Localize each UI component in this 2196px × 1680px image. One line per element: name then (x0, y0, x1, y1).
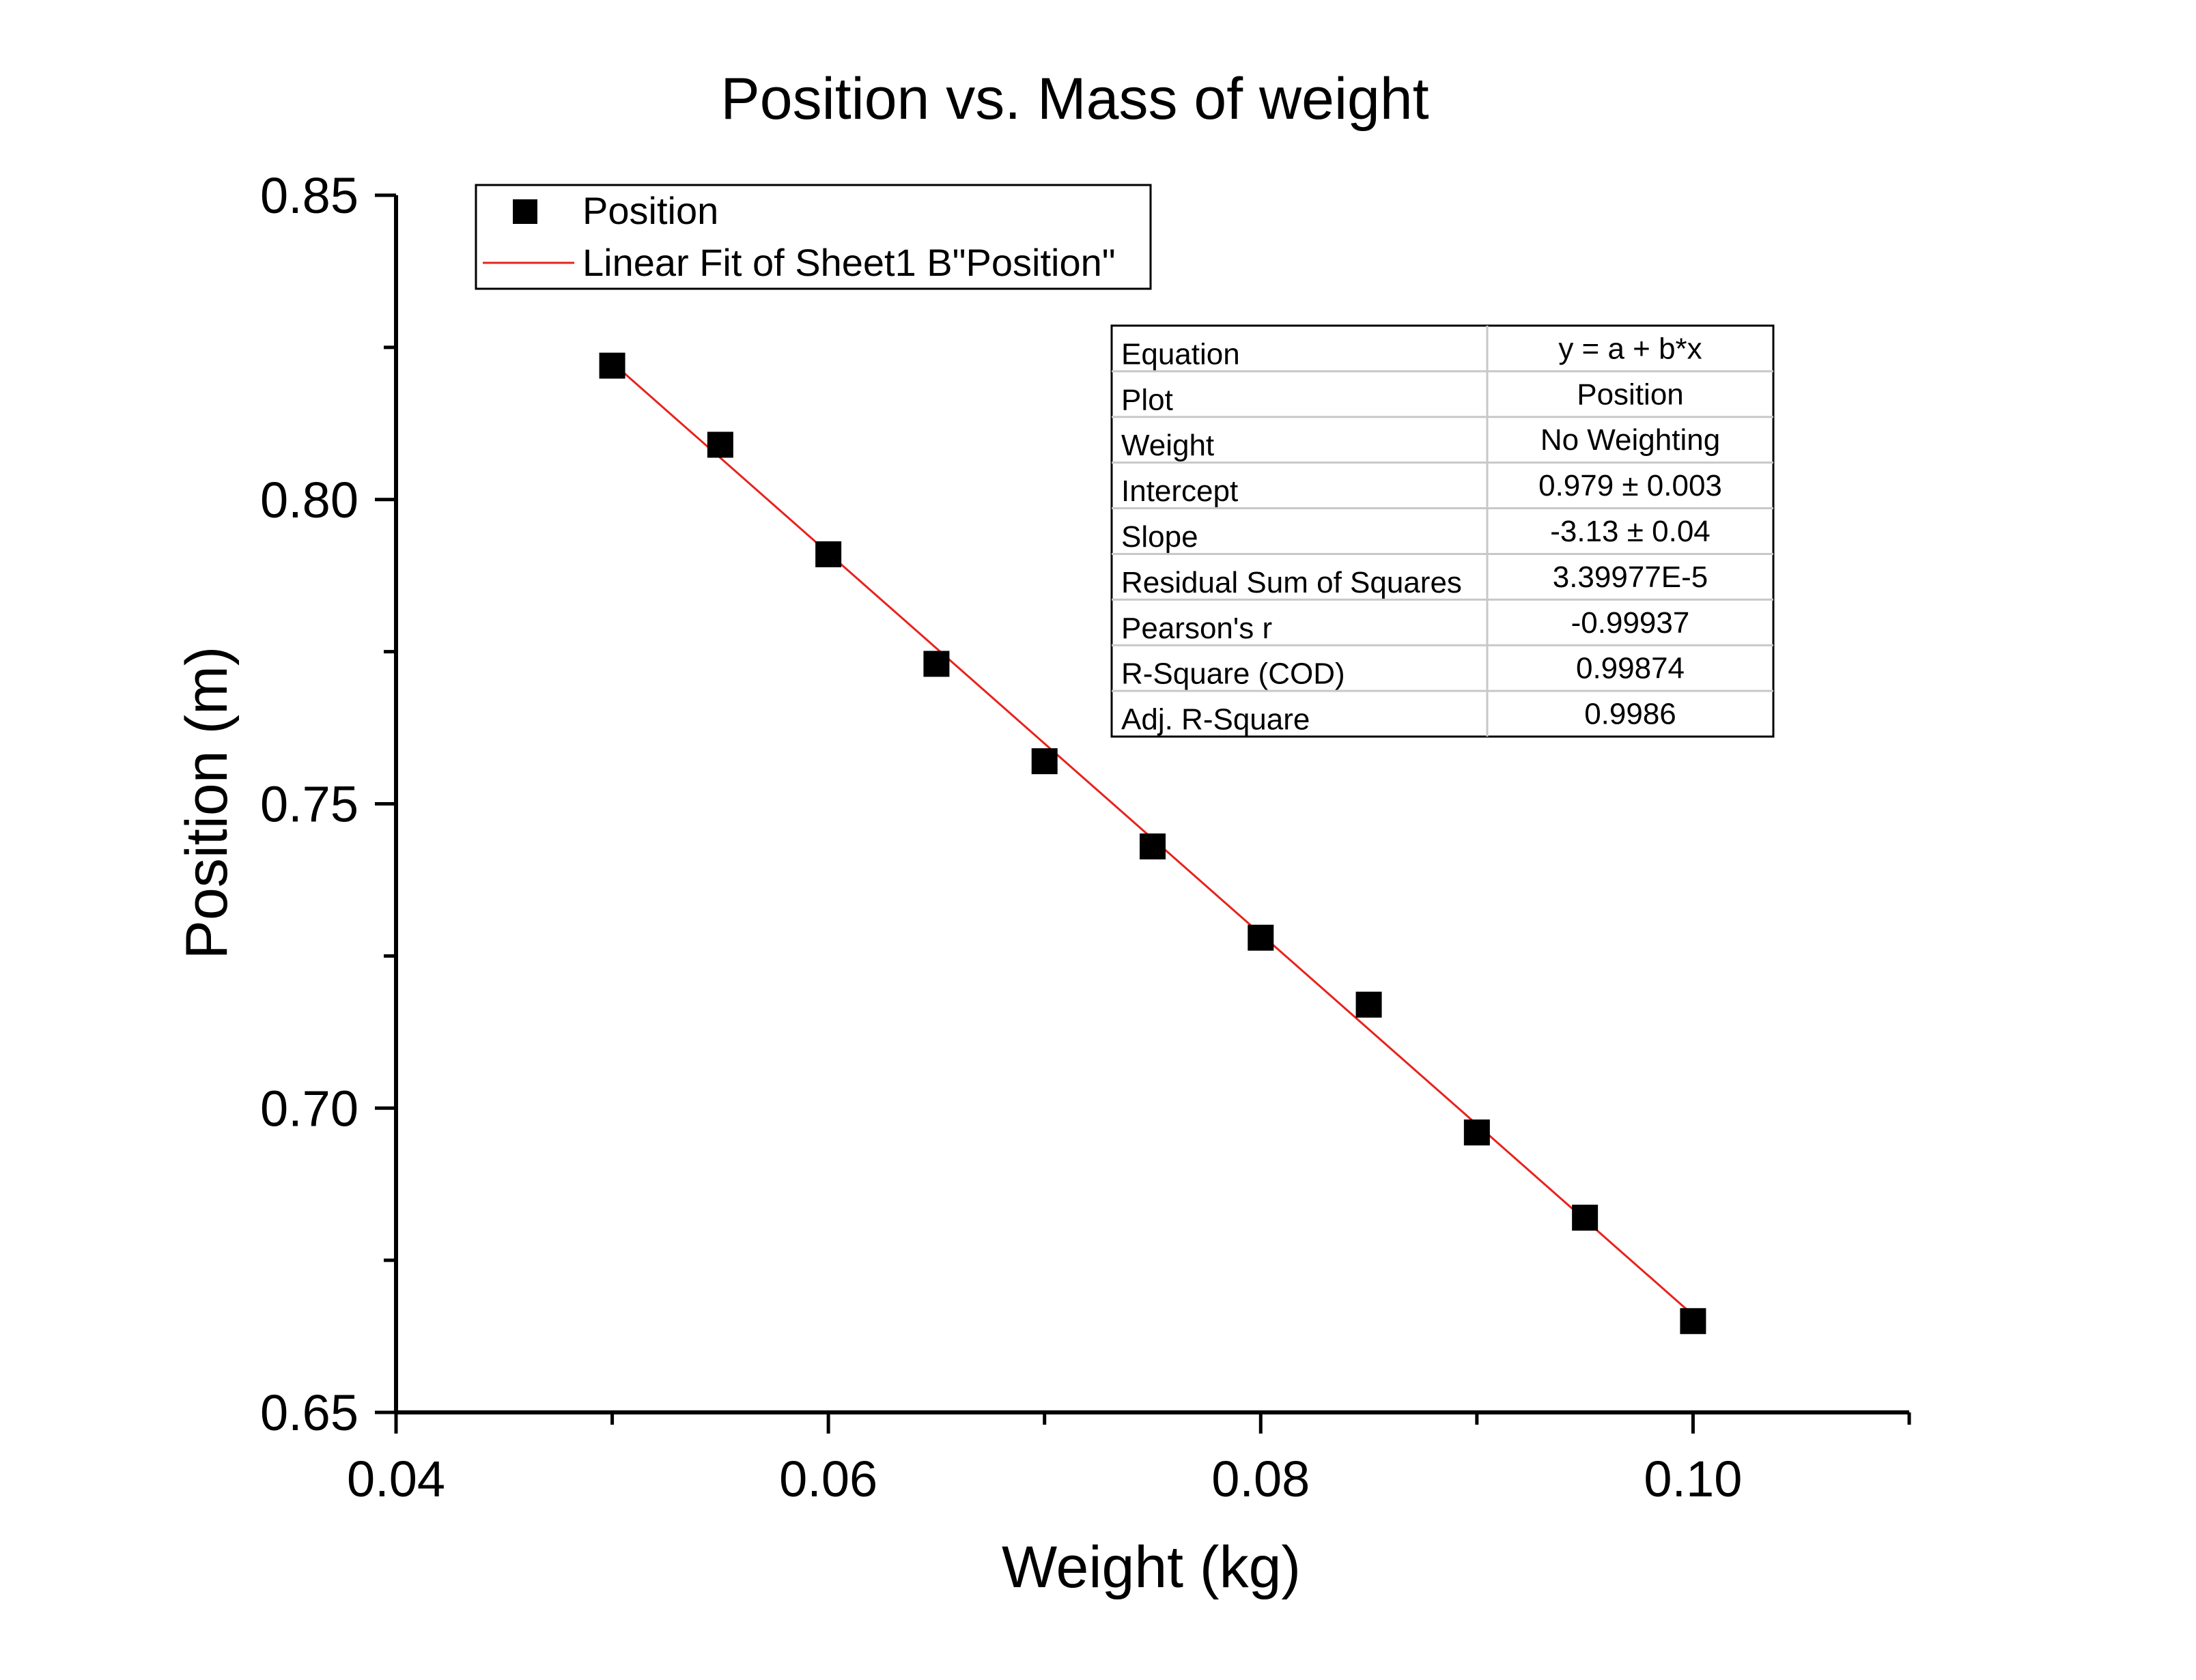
y-tick-label: 0.85 (260, 167, 358, 224)
fit-statistics-table: Equation y = a + b*x Plot Position Weight No … (1110, 324, 1775, 738)
stats-value: 0.9986 (1584, 698, 1676, 731)
data-point (599, 352, 625, 379)
stats-table-border (1110, 324, 1775, 738)
y-tick-label: 0.80 (260, 472, 358, 528)
y-tick-label: 0.65 (260, 1384, 358, 1441)
stats-label: Pearson's r (1121, 612, 1272, 645)
stats-value: Position (1577, 378, 1684, 411)
data-point (1140, 833, 1166, 859)
x-tick-label: 0.04 (347, 1451, 445, 1507)
stats-label: Intercept (1121, 474, 1238, 508)
chart-title: Position vs. Mass of weight (720, 66, 1428, 132)
stats-label: Residual Sum of Squares (1121, 566, 1462, 599)
data-point (1355, 991, 1382, 1018)
stats-label: Plot (1121, 383, 1173, 416)
stats-value: 0.979 ± 0.003 (1538, 469, 1722, 502)
stats-label: R-Square (COD) (1121, 657, 1345, 691)
y-axis-label: Position (m) (174, 646, 240, 960)
data-point (1031, 748, 1058, 775)
stats-label: Adj. R-Square (1121, 703, 1310, 737)
axes: 0.04 0.06 0.08 0.10 0.65 0.70 0.75 0.80 0.85 (260, 167, 1911, 1507)
stats-value: 0.99874 (1576, 652, 1685, 685)
y-tick-label: 0.70 (260, 1080, 358, 1137)
data-point (1463, 1119, 1490, 1145)
data-points (599, 352, 1706, 1335)
stats-value: -3.13 ± 0.04 (1550, 515, 1711, 548)
x-tick-label: 0.08 (1211, 1451, 1310, 1507)
legend-box (475, 184, 1152, 290)
stats-value: No Weighting (1540, 423, 1720, 457)
legend: Position Linear Fit of Sheet1 B"Position… (475, 184, 1152, 290)
stats-label: Equation (1121, 337, 1240, 371)
stats-label: Weight (1121, 429, 1214, 462)
stats-label: Slope (1121, 520, 1198, 554)
x-tick-label: 0.10 (1644, 1451, 1742, 1507)
x-axis-label: Weight (kg) (1002, 1535, 1301, 1600)
legend-marker-position (513, 199, 537, 224)
stats-value: y = a + b*x (1558, 332, 1702, 365)
x-tick-label: 0.06 (779, 1451, 877, 1507)
stats-value: -0.99937 (1571, 606, 1690, 640)
legend-label-position: Position (582, 189, 718, 232)
data-point (1680, 1308, 1706, 1335)
legend-label-fit: Linear Fit of Sheet1 B"Position" (582, 241, 1116, 284)
data-point (815, 541, 842, 567)
data-point (1572, 1204, 1599, 1231)
data-point (923, 651, 950, 677)
data-point (1248, 924, 1274, 951)
data-point (707, 431, 733, 458)
stats-value: 3.39977E-5 (1553, 560, 1708, 594)
y-tick-label: 0.75 (260, 776, 358, 833)
